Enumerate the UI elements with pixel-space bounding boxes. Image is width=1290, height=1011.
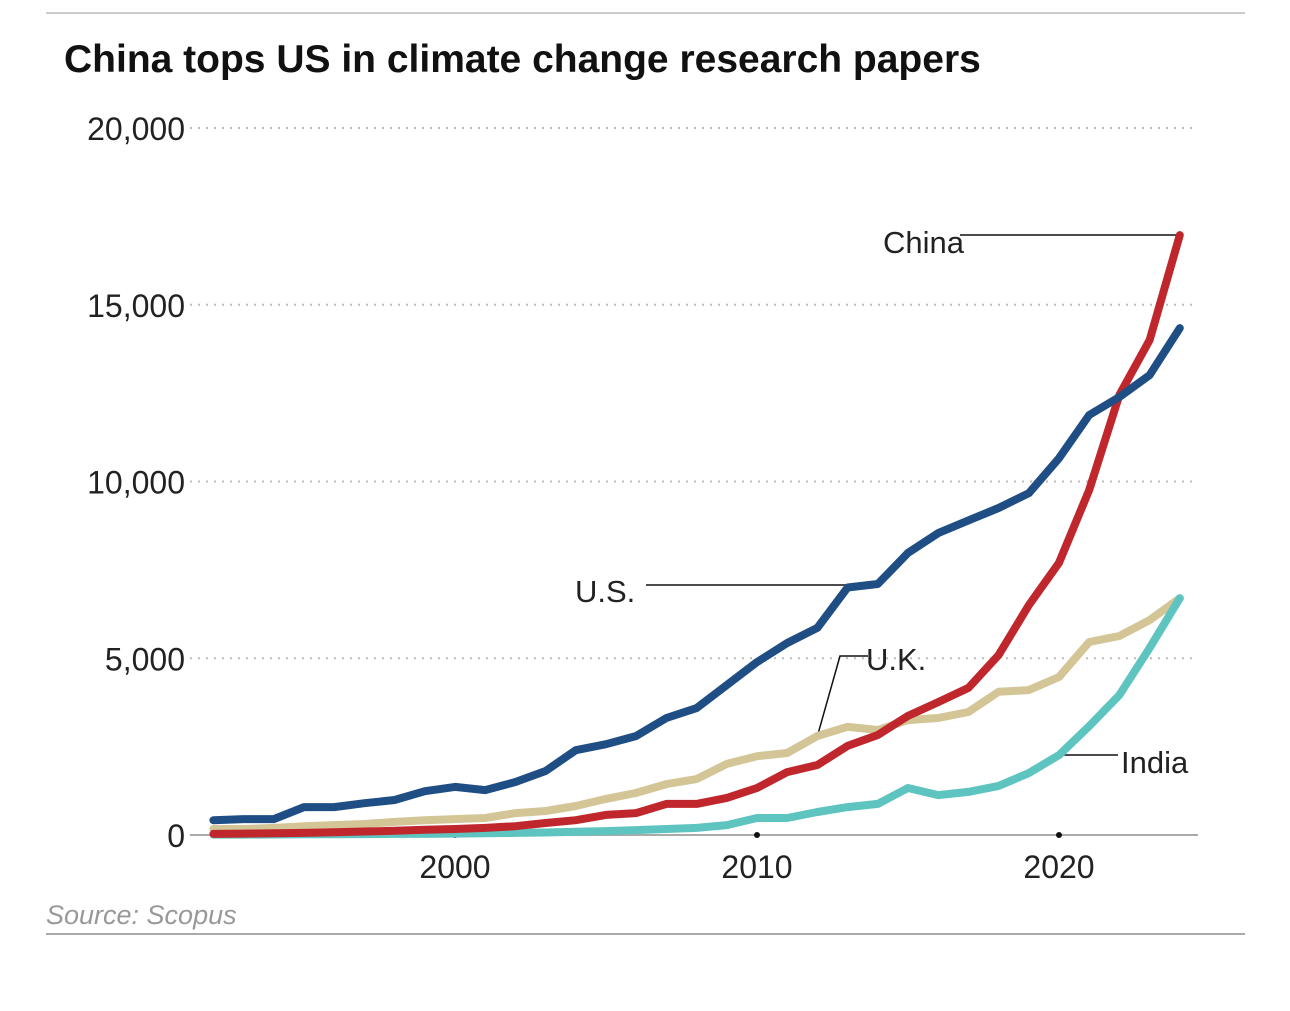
series-labels: China U.S. U.K. India xyxy=(575,225,1189,780)
series-label-us: U.S. xyxy=(575,574,635,609)
x-tick-mark xyxy=(1056,832,1062,838)
y-tick-label: 20,000 xyxy=(87,111,185,147)
x-tick-label: 2000 xyxy=(419,849,490,885)
series-label-india: India xyxy=(1121,745,1189,780)
chart-title: China tops US in climate change research… xyxy=(64,38,981,81)
series-lines xyxy=(209,231,1184,839)
x-axis: 2000 2010 2020 xyxy=(419,832,1095,885)
y-axis: 0 5,000 10,000 15,000 20,000 xyxy=(87,111,185,854)
y-tick-label: 5,000 xyxy=(105,641,185,677)
series-label-uk: U.K. xyxy=(866,642,926,677)
x-tick-mark xyxy=(754,832,760,838)
source-note: Source: Scopus xyxy=(46,900,237,930)
y-tick-label: 10,000 xyxy=(87,465,185,501)
x-tick-label: 2010 xyxy=(721,849,792,885)
label-leaders xyxy=(646,234,1180,756)
series-line-us xyxy=(209,324,1184,825)
series-line-china xyxy=(209,231,1184,838)
leader-line xyxy=(816,655,868,737)
y-tick-label: 0 xyxy=(167,818,185,854)
series-label-china: China xyxy=(883,225,965,260)
y-tick-label: 15,000 xyxy=(87,288,185,324)
series-line-uk xyxy=(209,594,1184,833)
x-tick-label: 2020 xyxy=(1023,849,1094,885)
series-line-india xyxy=(209,594,1184,839)
